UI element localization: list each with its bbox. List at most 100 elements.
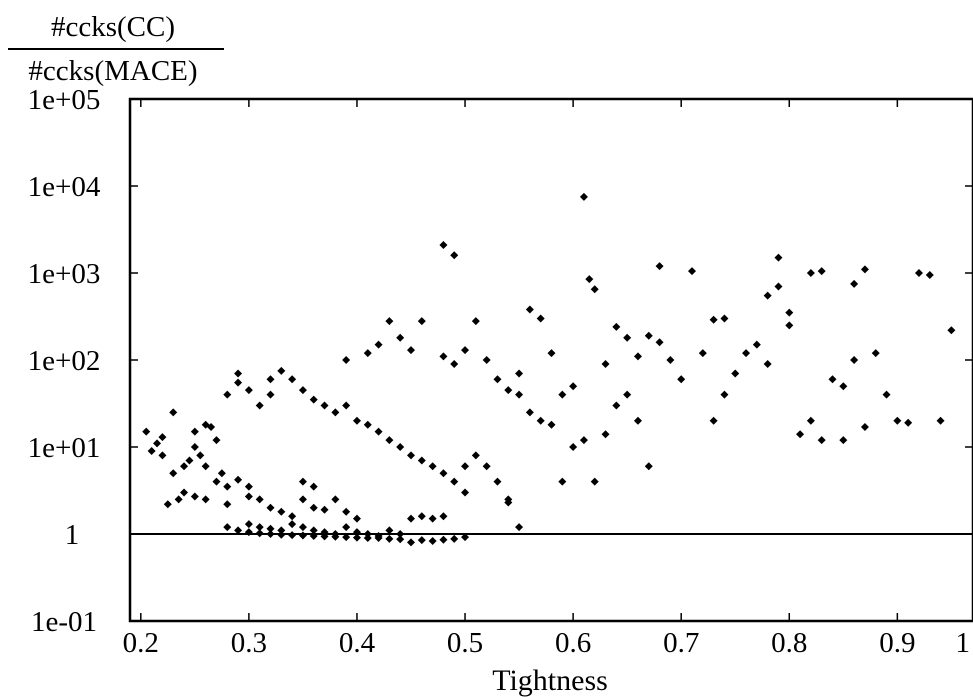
data-point <box>623 390 632 399</box>
data-point <box>331 408 340 417</box>
data-point <box>207 422 216 431</box>
data-point <box>374 427 383 436</box>
x-tick-label: 0.9 <box>879 627 915 659</box>
data-point <box>655 338 664 347</box>
data-point <box>180 462 189 471</box>
data-point <box>439 469 448 478</box>
data-point <box>363 349 372 358</box>
data-point <box>342 356 351 364</box>
data-point <box>914 269 923 277</box>
data-point <box>893 416 902 425</box>
y-axis-label-denominator: #ccks(MACE) <box>28 55 197 87</box>
data-point <box>407 538 415 547</box>
data-point <box>774 253 783 262</box>
data-point <box>493 477 502 486</box>
y-tick-label: 1e+02 <box>28 345 101 377</box>
data-point <box>482 356 491 364</box>
y-tick-label: 1e+05 <box>28 84 101 116</box>
data-point <box>277 530 286 539</box>
data-point <box>623 333 632 342</box>
data-point <box>331 530 340 538</box>
data-point <box>558 477 567 486</box>
data-point <box>223 482 232 491</box>
data-point <box>796 430 805 439</box>
data-point <box>158 451 167 460</box>
data-point <box>612 322 621 331</box>
data-point <box>174 495 183 504</box>
data-point <box>860 265 869 274</box>
data-point <box>850 356 859 364</box>
data-point <box>266 524 275 533</box>
data-point <box>493 375 502 384</box>
data-point <box>482 462 491 471</box>
data-point <box>504 386 513 395</box>
data-point <box>190 427 199 436</box>
data-point <box>461 533 470 542</box>
data-point <box>288 375 297 384</box>
data-point <box>720 390 729 399</box>
data-point <box>558 390 567 399</box>
data-point <box>850 279 859 288</box>
data-point <box>153 439 162 448</box>
data-point <box>817 436 826 445</box>
data-point <box>428 514 437 523</box>
x-tick-label: 0.5 <box>447 627 483 659</box>
data-point <box>288 531 297 540</box>
data-point <box>871 349 880 358</box>
data-point <box>234 475 243 484</box>
data-point <box>396 333 405 342</box>
data-point <box>579 436 588 445</box>
data-point <box>407 514 415 523</box>
data-point <box>450 477 459 486</box>
data-point <box>363 530 372 538</box>
x-axis-ticks: 0.2 0.3 0.4 0.5 0.6 0.7 0.8 0.9 1 <box>123 99 970 659</box>
plot-frame <box>128 97 973 623</box>
data-point <box>461 488 470 497</box>
data-point <box>569 382 578 391</box>
data-point <box>428 537 437 546</box>
data-point <box>601 430 610 439</box>
data-point <box>644 462 653 471</box>
data-point <box>536 416 545 425</box>
data-point <box>385 436 394 445</box>
data-point <box>709 416 718 425</box>
data-point <box>839 382 848 391</box>
data-point <box>298 477 307 486</box>
data-point <box>234 378 243 387</box>
x-tick-label: 0.8 <box>771 627 807 659</box>
data-point <box>417 456 426 465</box>
data-point <box>417 536 426 545</box>
data-point <box>374 531 383 540</box>
data-point <box>666 356 675 364</box>
data-point <box>342 507 351 516</box>
x-tick-label: 0.2 <box>123 627 159 659</box>
data-point <box>904 418 913 427</box>
data-point <box>525 305 534 314</box>
data-point <box>579 192 588 201</box>
data-point <box>396 535 405 544</box>
data-point <box>169 469 178 478</box>
data-point <box>688 267 696 276</box>
data-point <box>742 349 751 358</box>
data-point <box>201 462 210 471</box>
data-point <box>142 427 151 436</box>
data-point <box>450 534 459 543</box>
data-point <box>547 420 556 429</box>
data-point <box>547 349 556 358</box>
data-point <box>417 317 426 326</box>
data-point <box>298 386 307 395</box>
x-tick-label: 0.3 <box>231 627 267 659</box>
data-point <box>601 359 610 368</box>
data-point <box>266 375 275 384</box>
data-point <box>515 523 524 532</box>
data-point <box>277 366 286 375</box>
data-point <box>352 533 361 542</box>
data-point <box>212 436 221 445</box>
data-point <box>298 495 307 504</box>
data-point <box>585 275 594 284</box>
data-point <box>158 433 167 442</box>
data-point <box>234 526 243 535</box>
y-tick-label: 1e+03 <box>28 258 101 290</box>
y-tick-label: 1e-01 <box>31 606 97 638</box>
